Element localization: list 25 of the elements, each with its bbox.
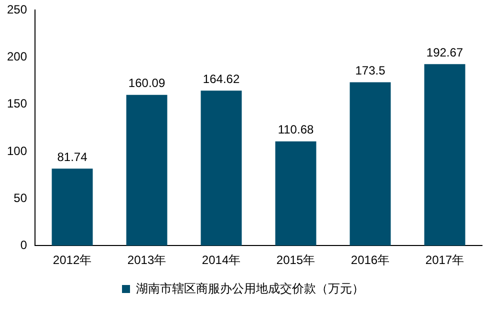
x-tick-label: 2016年 (350, 253, 390, 268)
bar (126, 94, 168, 246)
y-tick-label: 150 (6, 96, 28, 111)
y-tick-label: 200 (6, 50, 28, 64)
data-label: 160.09 (128, 76, 166, 90)
data-label: 173.5 (355, 64, 386, 78)
x-tick-label: 2017年 (425, 253, 464, 268)
y-tick-label: 0 (20, 238, 28, 252)
data-label: 81.74 (57, 150, 88, 164)
x-tick-label: 2013年 (127, 253, 166, 268)
x-tick-label: 2014年 (202, 253, 241, 268)
y-tick-label: 100 (6, 144, 28, 158)
bar (200, 90, 242, 246)
data-label: 110.68 (278, 122, 314, 137)
y-tick-label: 50 (14, 190, 28, 205)
bar (52, 168, 93, 246)
x-tick-label: 2012年 (52, 253, 92, 268)
bar (275, 141, 316, 246)
bar (424, 64, 466, 246)
data-label: 192.67 (426, 45, 464, 60)
x-tick-label: 2015年 (276, 253, 316, 268)
legend-label: 湖南市辖区商服办公用地成交价款（万元） (136, 281, 364, 296)
bar (350, 82, 391, 246)
data-label: 164.62 (202, 72, 240, 86)
y-tick-label: 250 (6, 2, 28, 17)
